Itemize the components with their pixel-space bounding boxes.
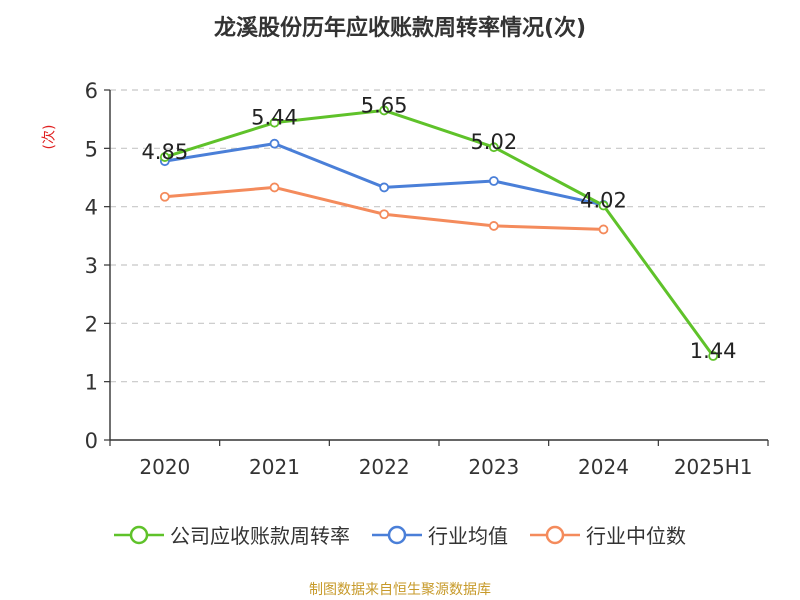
data-point: [708, 351, 719, 361]
x-tick-label: 2022: [359, 455, 410, 479]
y-tick-label: 3: [85, 254, 98, 278]
data-point: [488, 221, 499, 231]
data-label: 5.44: [251, 106, 298, 130]
data-point: [488, 176, 499, 186]
y-tick-label: 4: [85, 196, 98, 220]
series-line: [164, 185, 604, 231]
data-point: [159, 191, 170, 202]
series-line: [164, 108, 715, 357]
series-line: [164, 142, 604, 207]
chart-title: 龙溪股份历年应收账款周转率情况(次): [213, 16, 587, 41]
data-point: [269, 117, 280, 128]
data-point: [379, 105, 390, 116]
legend-label: 行业中位数: [586, 524, 686, 548]
data-point: [269, 138, 280, 149]
legend-item-industry-mean[interactable]: 行业均值: [372, 520, 508, 549]
data-point: [598, 200, 609, 211]
legend-item-industry-median[interactable]: 行业中位数: [530, 520, 686, 549]
data-label: 4.02: [580, 189, 627, 213]
y-tick-label: 1: [85, 371, 98, 395]
data-label: 5.02: [470, 130, 517, 154]
x-tick-label: 2021: [249, 455, 300, 479]
x-tick-label: 2020: [139, 455, 190, 479]
y-tick-label: 5: [85, 137, 98, 161]
source-note: 制图数据来自恒生聚源数据库: [309, 582, 491, 598]
legend-item-company[interactable]: 公司应收账款周转率: [114, 520, 350, 549]
x-tick-label: 2023: [468, 455, 519, 479]
x-tick-label: 2024: [578, 455, 629, 479]
y-tick-label: 0: [85, 429, 98, 453]
data-point: [159, 152, 170, 162]
data-point: [269, 182, 280, 193]
data-point: [488, 142, 499, 153]
data-label: 4.85: [141, 140, 188, 164]
x-tick-label: 2025H1: [674, 455, 753, 479]
data-label: 1.44: [690, 339, 737, 363]
legend-line-marker-icon: [530, 525, 580, 544]
y-tick-label: 2: [85, 312, 98, 336]
legend-circle-icon: [129, 525, 149, 544]
legend-line-marker-icon: [372, 525, 422, 544]
data-point: [379, 182, 390, 193]
legend-label: 公司应收账款周转率: [170, 524, 350, 548]
data-point: [379, 209, 390, 220]
data-point: [598, 224, 609, 235]
data-label: 5.65: [361, 93, 408, 117]
legend-circle-icon: [387, 525, 407, 544]
legend-circle-icon: [545, 525, 565, 544]
legend: 公司应收账款周转率 行业均值 行业中位数: [0, 520, 800, 549]
legend-line-marker-icon: [114, 525, 164, 544]
legend-label: 行业均值: [428, 524, 508, 548]
y-tick-label: 6: [85, 79, 98, 103]
